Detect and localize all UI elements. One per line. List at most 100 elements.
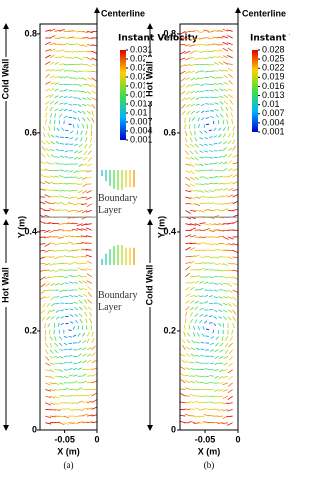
flow-texture bbox=[75, 319, 79, 324]
flow-texture bbox=[204, 163, 209, 166]
flow-texture bbox=[227, 63, 233, 65]
flow-texture bbox=[185, 379, 191, 384]
flow-texture bbox=[185, 293, 191, 297]
flow-texture bbox=[204, 150, 209, 153]
flow-texture bbox=[73, 409, 79, 411]
flow-texture bbox=[180, 366, 186, 370]
flow-texture bbox=[204, 368, 210, 371]
flow-texture bbox=[181, 110, 186, 115]
flow-texture bbox=[63, 408, 70, 410]
flow-texture bbox=[185, 176, 191, 181]
flow-texture bbox=[44, 236, 51, 239]
flow-texture bbox=[81, 228, 88, 231]
flow-texture bbox=[64, 289, 69, 292]
flow-texture bbox=[218, 269, 224, 272]
flow-texture bbox=[88, 143, 93, 149]
flow-texture bbox=[86, 84, 93, 87]
flow-texture bbox=[199, 222, 206, 225]
flow-texture bbox=[218, 95, 224, 99]
flow-texture bbox=[195, 354, 200, 357]
flow-texture bbox=[63, 89, 68, 92]
flow-texture bbox=[204, 169, 209, 172]
flow-texture bbox=[54, 349, 59, 354]
flow-texture bbox=[82, 183, 88, 188]
flow-texture bbox=[209, 89, 214, 92]
flow-texture bbox=[222, 309, 228, 313]
flow-texture bbox=[223, 81, 229, 85]
flow-texture bbox=[199, 183, 205, 186]
flow-texture bbox=[218, 322, 222, 327]
flow-texture bbox=[195, 361, 200, 364]
flow-texture bbox=[189, 130, 193, 136]
flow-texture bbox=[77, 394, 83, 397]
flow-texture bbox=[199, 295, 204, 298]
flow-texture bbox=[204, 362, 210, 364]
flow-texture bbox=[73, 394, 79, 397]
flow-texture bbox=[201, 110, 205, 114]
y-tick-label: 0.6 bbox=[163, 127, 176, 137]
flow-texture bbox=[180, 353, 186, 357]
flow-texture bbox=[199, 57, 205, 59]
flow-texture bbox=[213, 176, 219, 178]
flow-texture bbox=[91, 345, 96, 350]
flow-texture bbox=[67, 202, 74, 205]
flow-texture bbox=[180, 77, 186, 82]
flow-texture bbox=[190, 347, 195, 351]
x-tick-label: 0 bbox=[94, 434, 99, 444]
flow-texture bbox=[179, 50, 186, 55]
flow-texture bbox=[184, 137, 188, 143]
flow-texture bbox=[200, 348, 205, 351]
flow-texture bbox=[49, 355, 55, 359]
flow-texture bbox=[197, 117, 200, 122]
flow-texture bbox=[73, 389, 79, 391]
flow-texture bbox=[213, 256, 219, 259]
flow-texture bbox=[219, 342, 224, 347]
flow-texture bbox=[218, 389, 224, 392]
flow-texture bbox=[219, 88, 224, 92]
flow-texture bbox=[228, 349, 233, 355]
flow-texture bbox=[54, 336, 57, 341]
plot-frame bbox=[179, 23, 239, 431]
flow-texture bbox=[74, 313, 79, 317]
flow-texture bbox=[184, 37, 191, 40]
flow-texture bbox=[203, 408, 210, 410]
flow-texture bbox=[49, 336, 54, 341]
flow-texture bbox=[86, 103, 92, 108]
flow-texture bbox=[54, 61, 60, 65]
flow-texture bbox=[198, 415, 205, 418]
flow-texture bbox=[199, 281, 204, 284]
colorbar bbox=[120, 50, 126, 140]
flow-texture bbox=[86, 375, 92, 377]
flow-texture bbox=[45, 389, 52, 392]
flow-texture bbox=[208, 190, 214, 192]
flow-texture bbox=[45, 283, 51, 287]
flow-texture bbox=[59, 36, 65, 39]
flow-texture bbox=[73, 374, 78, 377]
flow-texture bbox=[54, 156, 60, 158]
flow-texture bbox=[63, 70, 69, 72]
flow-texture bbox=[58, 249, 64, 252]
flow-texture bbox=[208, 295, 213, 298]
flow-texture bbox=[68, 89, 73, 92]
flow-texture bbox=[189, 196, 196, 200]
flow-texture bbox=[179, 420, 186, 424]
flow-texture bbox=[205, 117, 210, 119]
flow-texture bbox=[213, 188, 219, 191]
flow-texture bbox=[82, 360, 87, 364]
flow-texture bbox=[213, 229, 220, 231]
flow-texture bbox=[51, 302, 55, 307]
flow-texture bbox=[179, 57, 186, 61]
flow-texture bbox=[77, 170, 83, 172]
flow-texture bbox=[217, 409, 224, 412]
boundary-layer-label: Boundary Layer bbox=[98, 193, 138, 216]
flow-texture bbox=[77, 84, 83, 87]
flow-texture bbox=[228, 80, 233, 85]
flow-texture bbox=[208, 322, 213, 324]
flow-texture bbox=[200, 341, 205, 344]
flow-texture bbox=[86, 338, 90, 344]
flow-texture bbox=[89, 311, 93, 317]
flow-texture bbox=[196, 332, 200, 337]
flow-texture bbox=[77, 30, 84, 33]
flow-texture bbox=[189, 176, 196, 181]
flow-texture bbox=[59, 28, 65, 32]
